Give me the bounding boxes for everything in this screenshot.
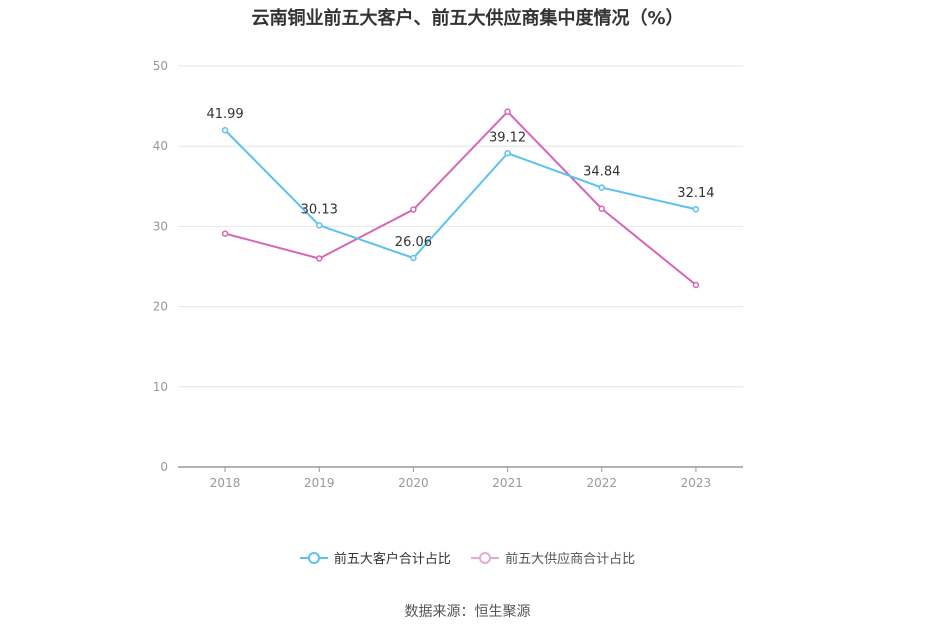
data-point (692, 205, 700, 213)
data-label: 26.06 (395, 235, 432, 250)
legend: 前五大客户合计占比 前五大供应商合计占比 (0, 548, 935, 570)
data-point (221, 126, 229, 134)
axes: 0 10 20 30 40 50 2018 2019 2020 2021 2022 2023 (153, 59, 743, 490)
data-point (598, 184, 605, 191)
data-point (316, 255, 323, 262)
data-labels: 41.99 30.13 26.06 39.12 34.84 32.14 (206, 107, 714, 250)
y-tick-label: 50 (153, 59, 168, 73)
x-tick-label: 2020 (398, 476, 429, 490)
data-label: 34.84 (583, 165, 620, 180)
series-line-customers (224, 129, 697, 259)
legend-line-icon (471, 551, 500, 564)
data-point (504, 150, 511, 157)
data-point (692, 281, 700, 289)
data-label: 39.12 (489, 130, 526, 145)
data-point (410, 206, 417, 213)
y-tick-label: 10 (153, 380, 168, 394)
legend-label-customers: 前五大客户合计占比 (333, 552, 451, 567)
legend-item-customers[interactable]: 前五大客户合计占比 (299, 548, 451, 567)
data-point (504, 108, 511, 115)
data-label: 41.99 (206, 107, 243, 122)
data-point (410, 254, 417, 262)
legend-label-suppliers: 前五大供应商合计占比 (505, 552, 636, 567)
x-tick-label: 2021 (492, 476, 523, 490)
series-layer (221, 108, 700, 289)
legend-item-suppliers[interactable]: 前五大供应商合计占比 (471, 548, 635, 567)
legend-line-icon (299, 551, 328, 564)
data-point (316, 222, 323, 229)
y-tick-label: 40 (153, 139, 168, 153)
chart-title: 云南铜业前五大客户、前五大供应商集中度情况（%） (251, 8, 684, 29)
data-label: 30.13 (301, 202, 338, 217)
x-tick-label: 2023 (681, 476, 712, 490)
series-line-suppliers (224, 110, 697, 286)
data-point (598, 205, 605, 213)
y-tick-label: 20 (153, 300, 168, 314)
x-tick-label: 2018 (210, 476, 241, 490)
x-tick-label: 2019 (304, 476, 335, 490)
y-tick-label: 30 (153, 219, 168, 233)
y-tick-label: 0 (160, 460, 168, 474)
grid-lines (178, 65, 743, 388)
data-label: 32.14 (677, 186, 714, 201)
data-point (221, 230, 229, 237)
data-source: 数据来源：恒生聚源 (404, 604, 531, 620)
x-tick-label: 2022 (586, 476, 617, 490)
